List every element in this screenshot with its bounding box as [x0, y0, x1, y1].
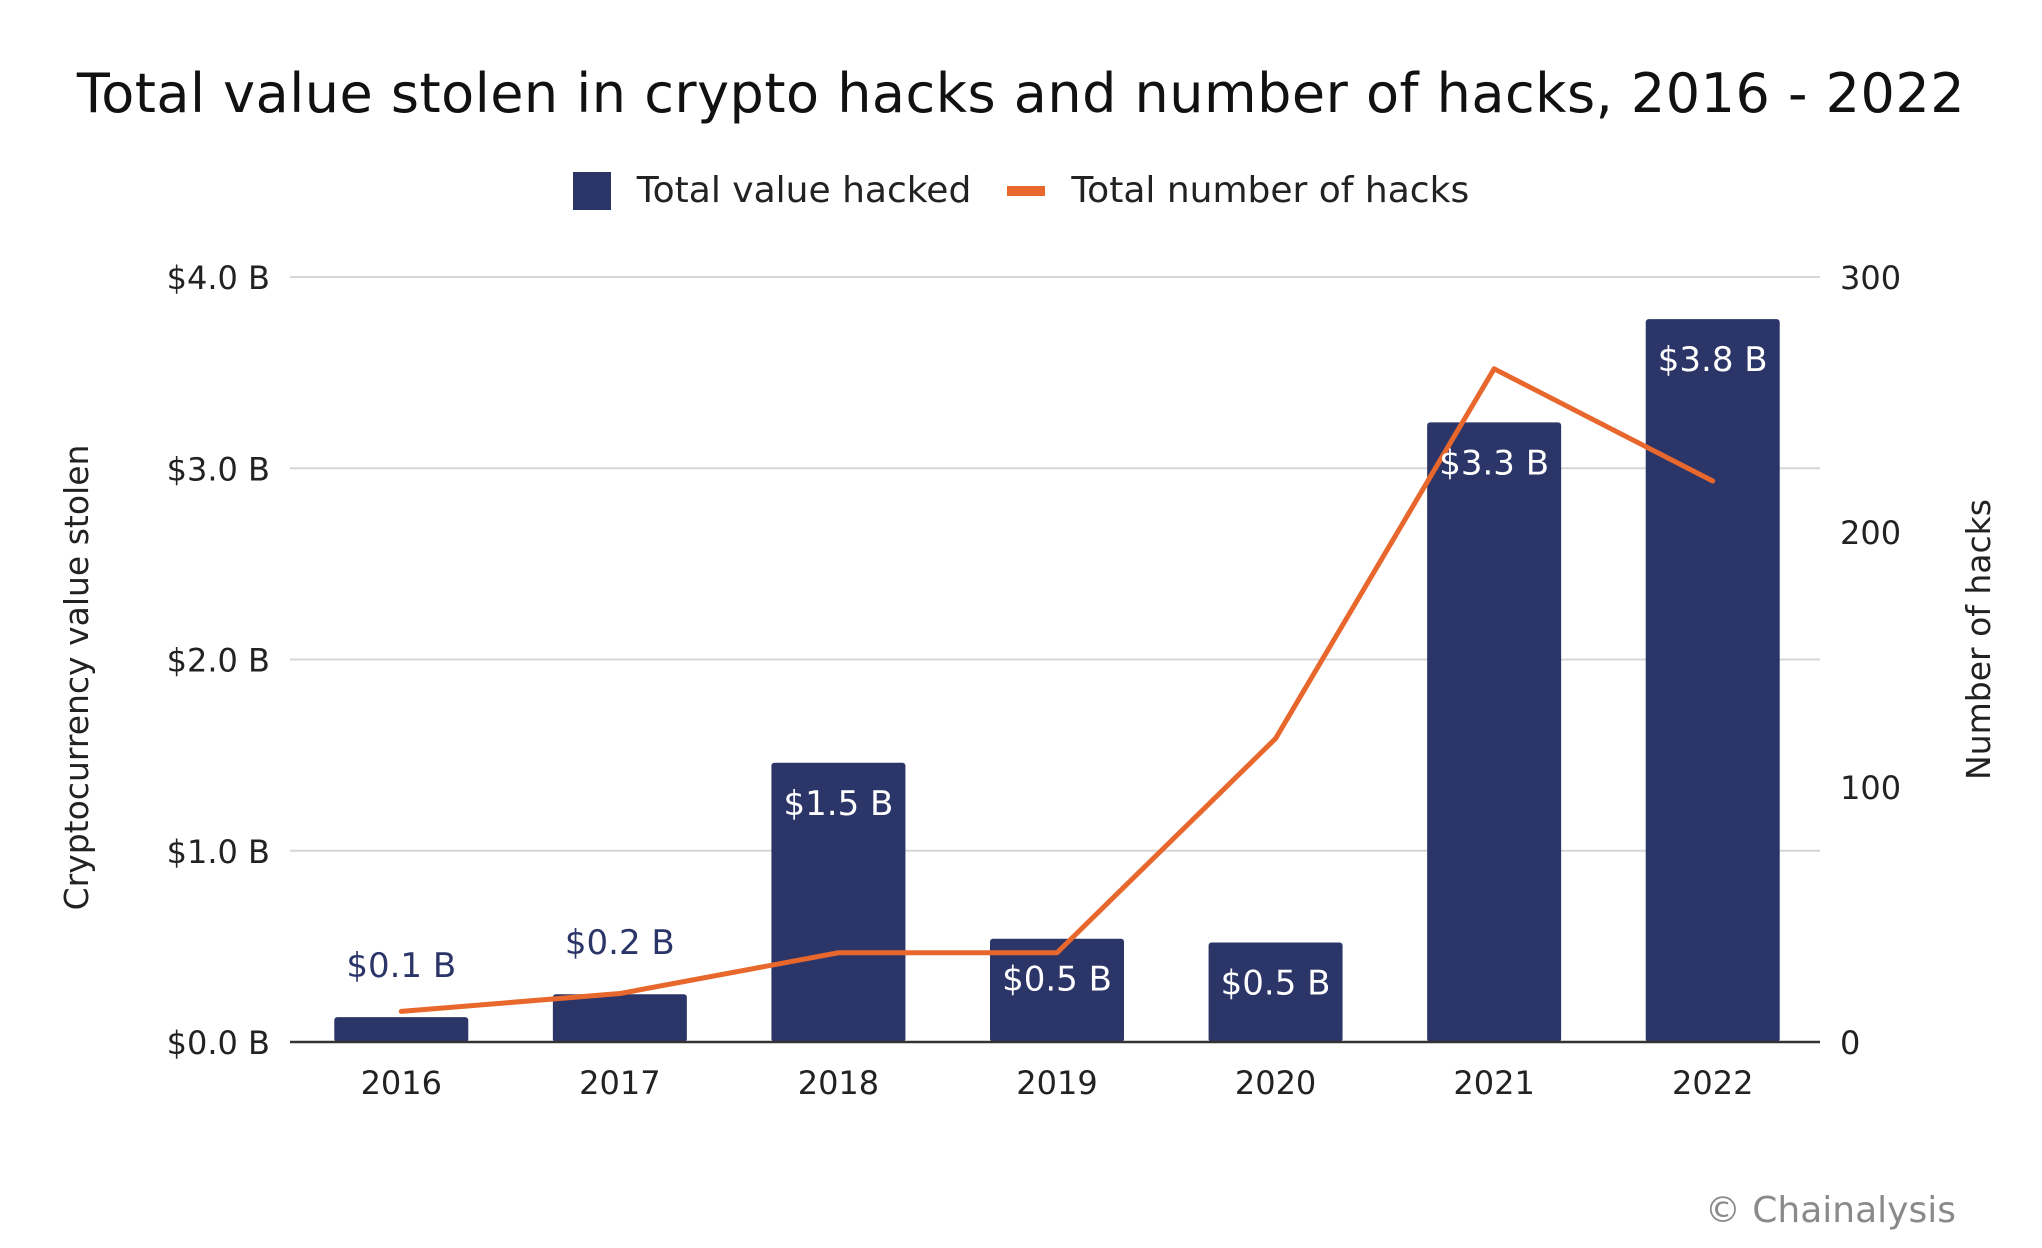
bar-data-label: $3.3 B [1439, 443, 1549, 483]
bar-data-label: $0.5 B [1221, 964, 1331, 1004]
x-tick-label: 2016 [361, 1064, 442, 1102]
bar [1208, 942, 1343, 1042]
legend-label-bars: Total value hacked [636, 170, 972, 211]
x-tick-label: 2021 [1453, 1064, 1534, 1102]
bar-data-label: $1.5 B [784, 784, 894, 824]
x-tick-label: 2022 [1672, 1064, 1753, 1102]
chart-title: Total value stolen in crypto hacks and n… [76, 62, 1966, 125]
y-tick-label-right: 0 [1840, 1024, 1860, 1062]
legend-item-bars: Total value hacked [572, 170, 972, 211]
source-credit: © Chainalysis [1704, 1190, 1956, 1231]
y-tick-label-left: $3.0 B [167, 450, 270, 488]
bar-data-label: $3.8 B [1658, 340, 1768, 380]
legend-item-line: Total number of hacks [1007, 170, 1469, 211]
bar-data-label: $0.2 B [565, 923, 675, 963]
bar-data-label: $0.1 B [346, 946, 456, 986]
bar [552, 994, 687, 1042]
bar [1427, 422, 1562, 1043]
x-tick-label: 2017 [579, 1064, 660, 1102]
bar-data-label: $0.5 B [1002, 960, 1112, 1000]
y-tick-label-left: $0.0 B [167, 1024, 270, 1062]
bar [990, 938, 1124, 1042]
y-tick-label-right: 100 [1840, 769, 1901, 807]
legend-swatch-bars [572, 171, 611, 210]
y-tick-label-right: 300 [1840, 259, 1901, 297]
bar [334, 1017, 469, 1042]
x-tick-label: 2018 [798, 1064, 879, 1102]
chart-legend: Total value hacked Total number of hacks [0, 170, 2042, 211]
x-tick-label: 2020 [1235, 1064, 1316, 1102]
bar [771, 762, 906, 1042]
y-axis-title-left: Cryptocurrency value stolen [57, 445, 96, 911]
y-tick-label-left: $1.0 B [167, 833, 270, 871]
y-tick-label-right: 200 [1840, 514, 1901, 552]
legend-swatch-line [1007, 185, 1046, 196]
y-tick-label-left: $2.0 B [167, 642, 270, 680]
y-axis-title-right: Number of hacks [1959, 499, 1998, 780]
bar [1645, 319, 1780, 1042]
legend-label-line: Total number of hacks [1071, 170, 1470, 211]
x-tick-label: 2019 [1016, 1064, 1097, 1102]
y-tick-label-left: $4.0 B [167, 259, 270, 297]
